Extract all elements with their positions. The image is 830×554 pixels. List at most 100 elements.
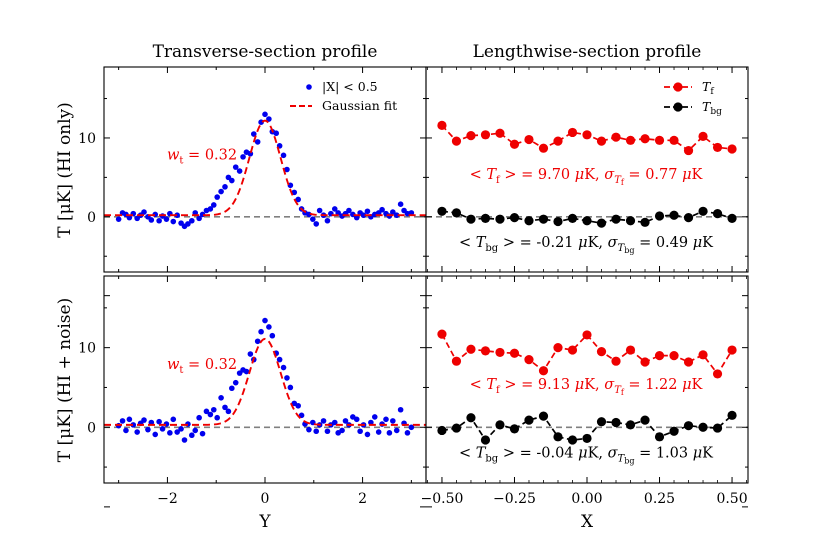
tf-marker (640, 357, 650, 367)
data-point (357, 428, 363, 435)
data-point (189, 432, 195, 439)
data-point (174, 429, 180, 435)
y-tick-label: 10 (78, 131, 96, 147)
data-point (313, 221, 320, 227)
tf-marker (654, 135, 665, 145)
tbg-marker (683, 421, 694, 431)
data-point (218, 395, 224, 401)
tbg-marker (567, 435, 578, 445)
tf-marker (538, 366, 549, 376)
tf-marker (524, 134, 534, 145)
data-point (240, 154, 246, 160)
data-point (353, 214, 360, 221)
data-point (210, 406, 217, 413)
panel-bottom-right: −0.50 −0.25 0.00 0.25 0.50 < Tf > = 9.13 μK, … (421, 275, 749, 508)
data-point (134, 429, 140, 435)
tf-marker (480, 130, 491, 140)
panel-top-right: < Tf > = 9.70 μK, σTf = 0.77 μK < Tbg > =… (425, 66, 749, 297)
tf-marker (466, 344, 476, 354)
tbg-marker (509, 213, 520, 223)
data-point (386, 430, 393, 436)
tf-marker (712, 369, 723, 379)
data-point (280, 364, 287, 371)
data-point (393, 212, 400, 219)
tbg-marker (712, 209, 723, 219)
tbg-marker (480, 435, 491, 445)
data-point (167, 430, 173, 436)
data-point (232, 379, 239, 386)
data-point (316, 207, 323, 214)
x-axis-label-left: Y (258, 512, 271, 532)
data-point (189, 217, 195, 224)
tf-marker (698, 131, 708, 141)
data-point (254, 338, 261, 345)
data-point (306, 426, 312, 433)
data-point (119, 418, 126, 424)
data-point (254, 139, 261, 145)
tf-marker (509, 348, 520, 358)
tbg-marker (437, 206, 447, 216)
tf-marker (538, 143, 549, 153)
data-point (222, 404, 228, 411)
y-tick-label: 10 (78, 341, 96, 357)
x-axis-label-right: X (581, 512, 594, 532)
data-point (262, 317, 268, 324)
data-point (229, 385, 235, 392)
legend: Tf Tbg (664, 79, 722, 117)
x-tick-label: 0.00 (571, 491, 602, 507)
tf-marker (582, 330, 592, 340)
legend-marker-tf (673, 82, 683, 92)
x-tick-label: −0.50 (421, 491, 464, 507)
tbg-statistics: < Tbg > = -0.21 μK, σTbg = 0.49 μK (459, 235, 714, 255)
tf-marker (669, 351, 679, 361)
data-point (408, 210, 415, 216)
tf-marker (596, 347, 607, 357)
x-tick-label: 2 (358, 491, 367, 507)
tbg-marker (451, 423, 462, 433)
tf-marker (451, 356, 462, 366)
data-point (123, 427, 129, 434)
data-point (335, 210, 341, 216)
tf-marker (567, 345, 578, 355)
data-point (152, 431, 159, 438)
tf-marker (683, 357, 694, 367)
data-point (170, 218, 177, 225)
data-point (170, 416, 177, 423)
axes-frame (103, 275, 427, 484)
tf-marker (727, 144, 737, 154)
tf-marker (727, 345, 737, 355)
x-tick-label: 0.50 (716, 491, 747, 507)
data-point (203, 408, 210, 415)
data-point (273, 130, 280, 137)
data-point (115, 216, 122, 222)
data-point (313, 428, 320, 435)
tf-marker (596, 136, 607, 146)
data-point (141, 209, 147, 215)
data-point (178, 426, 184, 432)
data-point (214, 194, 220, 200)
y-axis-label-bottom: T [μK] (HI + noise) (55, 298, 75, 462)
data-point (225, 408, 232, 415)
tbg-marker (567, 213, 578, 223)
data-point (163, 216, 170, 222)
tbg-marker (451, 208, 462, 218)
data-point (148, 419, 155, 426)
y-tick-label: 0 (87, 210, 96, 226)
data-point (145, 426, 151, 433)
data-point (371, 414, 378, 420)
tf-marker (495, 128, 505, 138)
tf-marker (466, 131, 476, 141)
tf-marker (524, 355, 534, 365)
tbg-marker (596, 417, 607, 427)
legend-label-tf: Tf (702, 79, 714, 97)
tf-marker (495, 347, 505, 358)
tbg-marker (538, 214, 549, 224)
tbg-marker (495, 420, 505, 430)
legend-label-fit: Gaussian fit (322, 98, 397, 113)
tf-marker (451, 136, 462, 146)
data-point (229, 177, 235, 184)
tbg-marker (654, 432, 665, 442)
title-lengthwise: Lengthwise-section profile (473, 42, 702, 62)
tf-statistics: < Tf > = 9.13 μK, σTf = 1.22 μK (470, 377, 704, 397)
data-point (258, 328, 264, 335)
